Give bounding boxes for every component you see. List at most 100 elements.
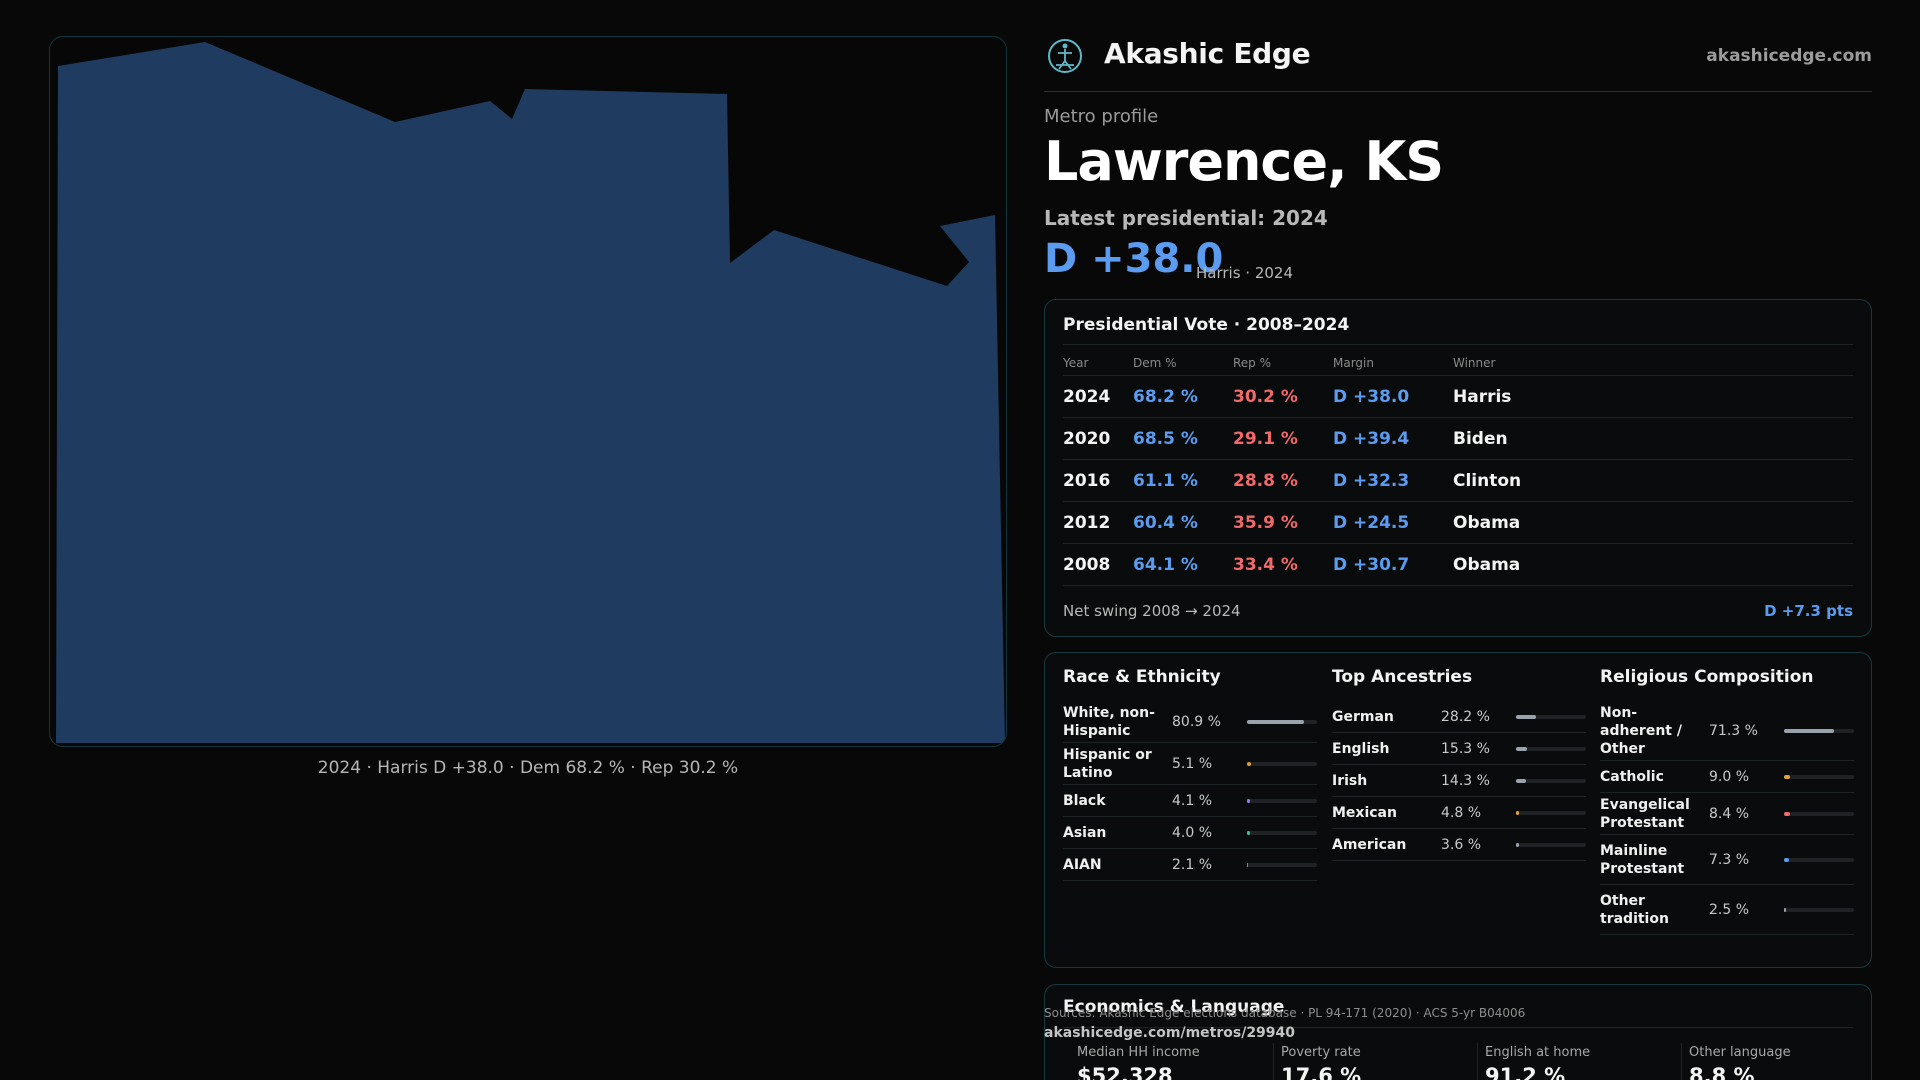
race-row: Hispanic or Latino 5.1 % <box>1063 743 1317 785</box>
race-bar-track <box>1247 830 1317 835</box>
metro-map[interactable] <box>49 36 1007 747</box>
race-label: Black <box>1063 792 1106 809</box>
religion-percent: 9.0 % <box>1709 768 1750 785</box>
vote-table-row: 2020 68.5 % 29.1 % D +39.4 Biden <box>1063 418 1853 460</box>
religion-bar-track <box>1784 774 1854 779</box>
col-header-dem: Dem % <box>1133 355 1177 370</box>
religion-bar-track <box>1784 857 1854 862</box>
stat-other-language: Other language 8.8 % <box>1689 1045 1791 1080</box>
brand-url-link[interactable]: akashicedge.com <box>1706 46 1872 66</box>
ancestry-bar-track <box>1516 746 1586 751</box>
stat-poverty-rate: Poverty rate 17.6 % <box>1281 1045 1362 1080</box>
race-percent: 2.1 % <box>1172 856 1213 873</box>
brand-header: Akashic Edge akashicedge.com <box>1044 28 1872 92</box>
race-bar-track <box>1247 719 1317 724</box>
cell-dem-pct: 60.4 % <box>1133 512 1198 533</box>
permalink[interactable]: akashicedge.com/metros/29940 <box>1044 1025 1296 1041</box>
net-swing-value: D +7.3 pts <box>1764 602 1853 620</box>
ancestry-percent: 3.6 % <box>1441 836 1482 853</box>
religion-bar-fill <box>1784 774 1791 779</box>
religion-bar-fill <box>1784 907 1786 912</box>
ancestry-percent: 4.8 % <box>1441 804 1482 821</box>
religion-bar-fill <box>1784 811 1790 816</box>
ancestry-row: American 3.6 % <box>1332 829 1586 861</box>
religion-title: Religious Composition <box>1600 667 1814 687</box>
race-row: White, non-Hispanic 80.9 % <box>1063 701 1317 743</box>
religion-label: Other tradition <box>1600 892 1669 927</box>
religion-bar-track <box>1784 907 1854 912</box>
col-header-margin: Margin <box>1333 355 1374 370</box>
stat-median-income: Median HH income $52,328 <box>1077 1045 1200 1080</box>
metro-boundary-map[interactable] <box>50 37 1007 747</box>
race-ethnicity-section: Race & Ethnicity White, non-Hispanic 80.9… <box>1063 667 1317 881</box>
col-header-year: Year <box>1063 355 1089 370</box>
cell-year: 2020 <box>1063 428 1111 449</box>
vote-table-title: Presidential Vote · 2008–2024 <box>1063 315 1350 335</box>
ancestry-bar-track <box>1516 810 1586 815</box>
cell-margin: D +32.3 <box>1333 470 1410 491</box>
ancestry-bar-fill <box>1516 746 1527 751</box>
religion-row: Evangelical Protestant 8.4 % <box>1600 793 1854 835</box>
latest-election-label: Latest presidential: 2024 <box>1044 206 1328 230</box>
cell-margin: D +24.5 <box>1333 512 1410 533</box>
cell-dem-pct: 64.1 % <box>1133 554 1198 575</box>
col-header-winner: Winner <box>1453 355 1496 370</box>
vote-table-row: 2012 60.4 % 35.9 % D +24.5 Obama <box>1063 502 1853 544</box>
cell-rep-pct: 33.4 % <box>1233 554 1298 575</box>
ancestry-row: English 15.3 % <box>1332 733 1586 765</box>
race-percent: 4.1 % <box>1172 792 1213 809</box>
ancestry-label: English <box>1332 740 1390 757</box>
cell-dem-pct: 68.5 % <box>1133 428 1198 449</box>
divider <box>1273 1043 1274 1080</box>
race-percent: 5.1 % <box>1172 755 1213 772</box>
ancestry-bar-fill <box>1516 778 1526 783</box>
divider <box>1681 1043 1682 1080</box>
race-label: White, non-Hispanic <box>1063 704 1155 739</box>
compass-figure-icon[interactable] <box>1047 38 1083 74</box>
religion-percent: 7.3 % <box>1709 851 1750 868</box>
ancestry-row: German 28.2 % <box>1332 701 1586 733</box>
cell-rep-pct: 29.1 % <box>1233 428 1298 449</box>
ancestry-section: Top Ancestries German 28.2 % English 15.3 %… <box>1332 667 1586 861</box>
ancestry-bar-track <box>1516 714 1586 719</box>
ancestry-title: Top Ancestries <box>1332 667 1473 687</box>
religion-percent: 71.3 % <box>1709 722 1758 739</box>
ancestry-label: Irish <box>1332 772 1368 789</box>
demographics-card: Race & Ethnicity White, non-Hispanic 80.9… <box>1044 652 1872 968</box>
ancestry-bar-fill <box>1516 810 1520 815</box>
race-bar-fill <box>1247 761 1251 766</box>
page-title: Lawrence, KS <box>1044 130 1444 193</box>
race-bar-track <box>1247 761 1317 766</box>
page-eyebrow: Metro profile <box>1044 106 1159 127</box>
ancestry-percent: 15.3 % <box>1441 740 1490 757</box>
cell-dem-pct: 61.1 % <box>1133 470 1198 491</box>
religion-row: Catholic 9.0 % <box>1600 761 1854 793</box>
religion-label: Evangelical Protestant <box>1600 796 1690 831</box>
brand-name[interactable]: Akashic Edge <box>1104 37 1311 70</box>
latest-margin: D +38.0 <box>1044 236 1224 282</box>
divider <box>1063 1027 1853 1028</box>
race-ethnicity-title: Race & Ethnicity <box>1063 667 1221 687</box>
religion-bar-track <box>1784 728 1854 733</box>
religion-label: Catholic <box>1600 768 1664 785</box>
net-swing-label: Net swing 2008 → 2024 <box>1063 602 1241 620</box>
race-percent: 80.9 % <box>1172 713 1221 730</box>
map-caption: 2024 · Harris D +38.0 · Dem 68.2 % · Rep… <box>317 758 739 778</box>
race-label: AIAN <box>1063 856 1102 873</box>
ancestry-bar-track <box>1516 842 1586 847</box>
sources-note: Sources: Akashic Edge elections database… <box>1044 1006 1526 1020</box>
religion-section: Religious Composition Non-adherent / Oth… <box>1600 667 1854 935</box>
cell-winner: Biden <box>1453 428 1508 449</box>
cell-dem-pct: 68.2 % <box>1133 386 1198 407</box>
race-label: Asian <box>1063 824 1107 841</box>
ancestry-row: Irish 14.3 % <box>1332 765 1586 797</box>
divider <box>1063 344 1853 345</box>
religion-percent: 8.4 % <box>1709 805 1750 822</box>
religion-label: Non-adherent / Other <box>1600 704 1682 757</box>
presidential-vote-card: Presidential Vote · 2008–2024 Year Dem %… <box>1044 299 1872 637</box>
race-row: Black 4.1 % <box>1063 785 1317 817</box>
metro-boundary-shape[interactable] <box>56 42 1005 743</box>
ancestry-bar-track <box>1516 778 1586 783</box>
religion-label: Mainline Protestant <box>1600 842 1685 877</box>
vote-table-row: 2024 68.2 % 30.2 % D +38.0 Harris <box>1063 376 1853 418</box>
